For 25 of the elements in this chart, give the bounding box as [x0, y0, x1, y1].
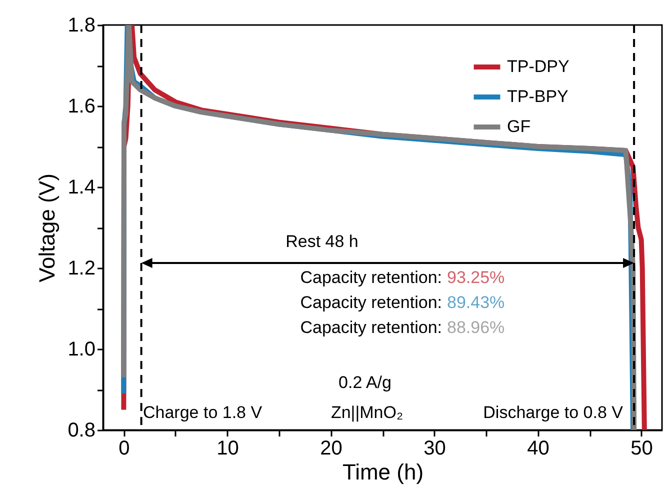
annotation: Discharge to 0.8 V	[483, 403, 624, 422]
y-tick-label: 1.4	[68, 176, 96, 198]
y-tick-label: 1.0	[68, 338, 96, 360]
annotation: Capacity retention: 88.96%	[300, 318, 505, 337]
legend-label: GF	[507, 117, 531, 136]
x-tick-label: 0	[118, 438, 130, 460]
x-axis-title: Time (h)	[342, 460, 424, 484]
x-tick-label: 40	[527, 438, 550, 460]
legend-label: TP-DPY	[507, 57, 570, 76]
y-axis-title: Voltage (V)	[34, 174, 60, 282]
x-tick-label: 50	[630, 438, 653, 460]
y-tick-label: 1.8	[68, 14, 96, 36]
annotation: Capacity retention: 93.25%	[300, 268, 505, 287]
y-tick-label: 1.2	[68, 258, 96, 280]
annotation: Charge to 1.8 V	[143, 403, 263, 422]
annotation: Zn||MnO₂	[330, 403, 404, 422]
annotation: Capacity retention: 89.43%	[300, 293, 505, 312]
legend-label: TP-BPY	[507, 87, 568, 106]
y-tick-label: 1.6	[68, 96, 96, 118]
x-tick-label: 20	[320, 438, 342, 460]
x-tick-label: 10	[216, 438, 239, 460]
annotation: Rest 48 h	[286, 232, 358, 251]
y-tick-label: 0.8	[68, 420, 96, 442]
x-tick-label: 30	[424, 438, 446, 460]
annotation: 0.2 A/g	[338, 373, 392, 392]
